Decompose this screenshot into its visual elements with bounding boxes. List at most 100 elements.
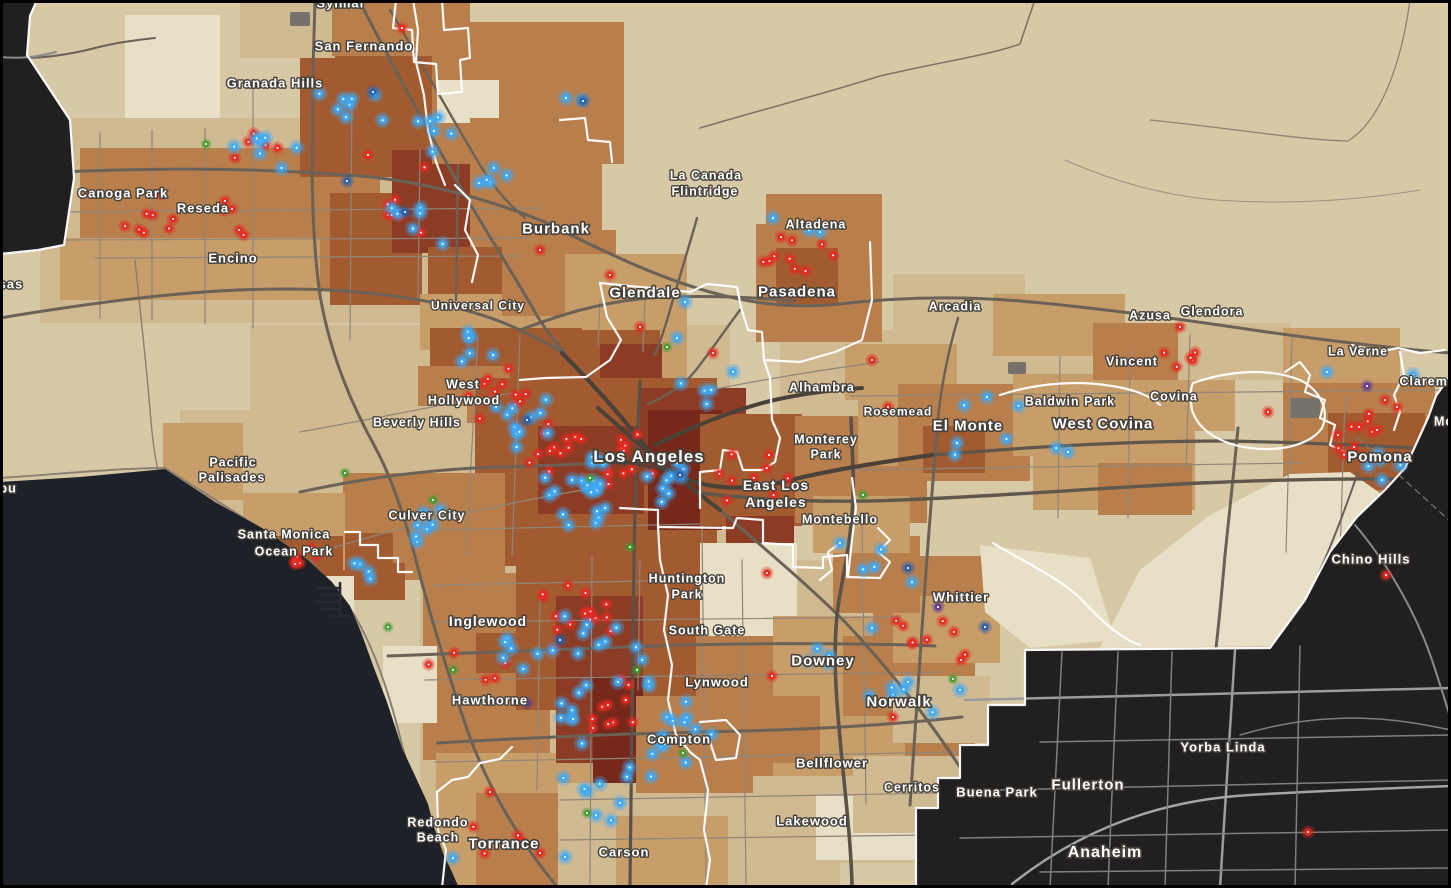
marker-blue[interactable] — [703, 382, 720, 399]
marker-blue[interactable] — [628, 639, 645, 656]
marker-red[interactable] — [478, 846, 492, 860]
marker-red[interactable] — [1344, 420, 1358, 434]
marker-blue[interactable] — [544, 642, 561, 659]
marker-blue[interactable] — [515, 660, 532, 677]
marker-red[interactable] — [1361, 414, 1375, 428]
marker-red[interactable] — [162, 222, 176, 236]
marker-blue[interactable] — [703, 726, 720, 743]
marker-navy[interactable] — [553, 633, 567, 647]
marker-blue[interactable] — [434, 235, 451, 252]
marker-blue[interactable] — [595, 455, 612, 472]
marker-green[interactable] — [382, 621, 394, 633]
marker-green[interactable] — [661, 341, 673, 353]
marker-green[interactable] — [447, 664, 459, 676]
marker-blue[interactable] — [404, 220, 421, 237]
marker-red[interactable] — [585, 712, 599, 726]
marker-blue[interactable] — [503, 640, 520, 657]
marker-navy[interactable] — [978, 620, 992, 634]
marker-red[interactable] — [523, 456, 537, 470]
marker-blue[interactable] — [409, 517, 426, 534]
marker-blue[interactable] — [873, 541, 890, 558]
marker-blue[interactable] — [866, 558, 883, 575]
marker-blue[interactable] — [415, 504, 432, 521]
marker-red[interactable] — [1378, 393, 1392, 407]
marker-navy[interactable] — [673, 468, 687, 482]
marker-blue[interactable] — [698, 395, 715, 412]
marker-blue[interactable] — [677, 754, 694, 771]
marker-blue[interactable] — [346, 555, 363, 572]
marker-blue[interactable] — [537, 469, 554, 486]
marker-red[interactable] — [760, 566, 774, 580]
marker-blue[interactable] — [1374, 472, 1390, 488]
marker-purple[interactable] — [931, 600, 945, 614]
marker-blue[interactable] — [412, 205, 429, 222]
marker-red[interactable] — [395, 21, 409, 35]
marker-blue[interactable] — [564, 471, 581, 488]
marker-blue[interactable] — [532, 404, 549, 421]
marker-blue[interactable] — [374, 112, 391, 129]
marker-red[interactable] — [1337, 448, 1351, 462]
marker-blue[interactable] — [546, 483, 563, 500]
marker-red[interactable] — [783, 252, 797, 266]
marker-green[interactable] — [427, 494, 439, 506]
marker-blue[interactable] — [558, 90, 574, 106]
marker-red[interactable] — [889, 614, 903, 628]
marker-red[interactable] — [118, 219, 132, 233]
marker-red[interactable] — [625, 462, 639, 476]
marker-red[interactable] — [305, 541, 319, 555]
marker-blue[interactable] — [461, 345, 478, 362]
marker-green[interactable] — [200, 138, 212, 150]
marker-red[interactable] — [762, 448, 776, 462]
marker-red[interactable] — [422, 657, 436, 671]
marker-blue[interactable] — [495, 649, 512, 666]
marker-red[interactable] — [601, 717, 615, 731]
marker-red[interactable] — [417, 160, 431, 174]
marker-blue[interactable] — [832, 535, 848, 551]
marker-red[interactable] — [1352, 420, 1366, 434]
marker-blue[interactable] — [924, 704, 941, 721]
marker-blue[interactable] — [511, 423, 528, 440]
marker-red[interactable] — [936, 614, 950, 628]
marker-blue[interactable] — [424, 516, 441, 533]
marker-red[interactable] — [495, 377, 509, 391]
marker-green[interactable] — [677, 747, 689, 759]
marker-blue[interactable] — [445, 850, 461, 866]
marker-navy[interactable] — [520, 413, 534, 427]
marker-red[interactable] — [626, 715, 640, 729]
marker-red[interactable] — [603, 268, 617, 282]
marker-blue[interactable] — [273, 160, 290, 177]
marker-blue[interactable] — [565, 711, 582, 728]
marker-red[interactable] — [619, 693, 633, 707]
marker-red[interactable] — [599, 597, 613, 611]
marker-navy[interactable] — [398, 205, 412, 219]
marker-red[interactable] — [774, 230, 788, 244]
marker-red[interactable] — [533, 243, 547, 257]
marker-red[interactable] — [1301, 825, 1315, 839]
marker-blue[interactable] — [952, 682, 968, 698]
marker-red[interactable] — [947, 625, 961, 639]
marker-blue[interactable] — [537, 391, 554, 408]
marker-red[interactable] — [655, 453, 669, 467]
marker-blue[interactable] — [1360, 458, 1377, 475]
marker-blue[interactable] — [621, 759, 638, 776]
marker-red[interactable] — [785, 233, 799, 247]
marker-blue[interactable] — [1048, 440, 1065, 457]
marker-red[interactable] — [826, 248, 840, 262]
marker-blue[interactable] — [904, 574, 920, 590]
marker-blue[interactable] — [864, 620, 880, 636]
marker-blue[interactable] — [410, 113, 427, 130]
marker-red[interactable] — [633, 320, 647, 334]
marker-blue[interactable] — [1010, 397, 1027, 414]
marker-red[interactable] — [549, 609, 563, 623]
marker-red[interactable] — [1261, 405, 1275, 419]
marker-blue[interactable] — [573, 735, 590, 752]
marker-blue[interactable] — [529, 645, 546, 662]
marker-red[interactable] — [781, 471, 795, 485]
marker-blue[interactable] — [408, 528, 425, 545]
marker-red[interactable] — [630, 427, 644, 441]
marker-red[interactable] — [881, 400, 895, 414]
marker-red[interactable] — [602, 477, 616, 491]
marker-blue[interactable] — [226, 138, 243, 155]
marker-red[interactable] — [1370, 423, 1384, 437]
